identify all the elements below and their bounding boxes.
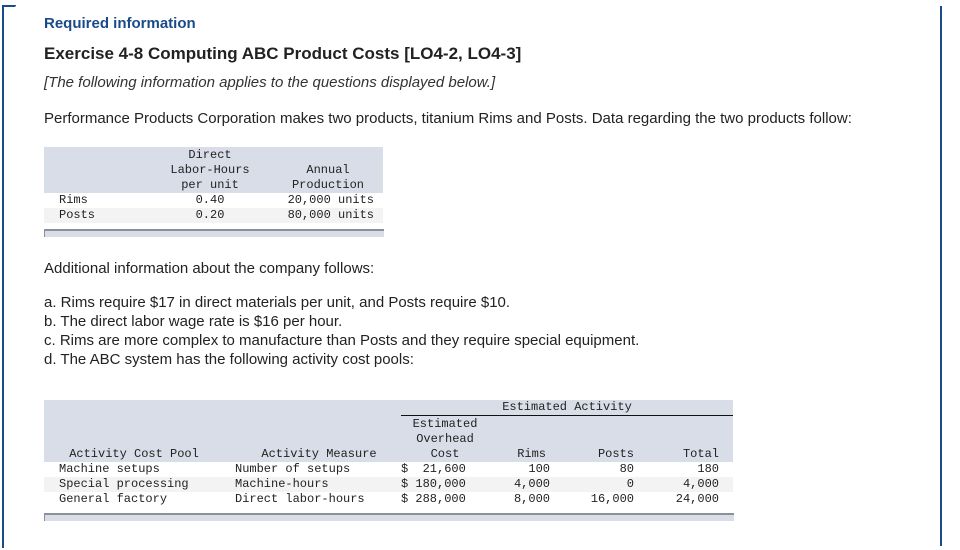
- span-header-underline: [401, 415, 733, 416]
- header-cost-line2: Overhead: [416, 432, 474, 446]
- list-item: d. The ABC system has the following acti…: [44, 351, 414, 368]
- annual-production: 80,000 units: [287, 208, 374, 222]
- dlh-per-unit: 0.20: [195, 208, 225, 222]
- list-item: c. Rims are more complex to manufacture …: [44, 332, 640, 349]
- overhead-cost: $ 180,000: [401, 477, 466, 491]
- list-item: b. The direct labor wage rate is $16 per…: [44, 313, 343, 330]
- overhead-cost: $ 288,000: [401, 492, 466, 506]
- header-dlh-line3: per unit: [181, 178, 239, 192]
- additional-info-heading: Additional information about the company…: [44, 260, 375, 277]
- header-estimated-activity: Estimated Activity: [502, 400, 632, 414]
- header-cost-line3: Cost: [430, 447, 460, 461]
- additional-info-list: a. Rims require $17 in direct materials …: [44, 293, 639, 369]
- table-footer-bar: [44, 513, 734, 521]
- table-row: Machine setups Number of setups $ 21,600…: [44, 462, 733, 477]
- required-information-label: Required information: [44, 15, 196, 32]
- header-posts: Posts: [597, 447, 634, 461]
- header-production-line2: Production: [291, 178, 364, 192]
- activity-rims: 4,000: [513, 477, 550, 491]
- table-header: Estimated Activity Estimated Overhead Co…: [44, 400, 733, 462]
- activity-measure: Machine-hours: [235, 477, 329, 491]
- panel-right-border: [940, 6, 942, 546]
- header-rims: Rims: [517, 447, 546, 461]
- activity-posts: 16,000: [590, 492, 634, 506]
- activity-total: 24,000: [675, 492, 719, 506]
- overhead-cost: $ 21,600: [401, 462, 466, 476]
- header-cost-line1: Estimated: [412, 417, 478, 431]
- table-header: Direct Labor-Hours per unit Annual Produ…: [44, 147, 383, 193]
- activity-rims: 100: [528, 462, 550, 476]
- activity-total: 4,000: [682, 477, 719, 491]
- activity-pool: General factory: [59, 492, 168, 506]
- panel-corner-accent: [2, 5, 16, 7]
- intro-paragraph: Performance Products Corporation makes t…: [44, 110, 852, 127]
- panel-left-border: [2, 5, 4, 548]
- applies-note: [The following information applies to th…: [44, 74, 496, 91]
- activity-measure: Number of setups: [235, 462, 351, 476]
- table-row: Special processing Machine-hours $ 180,0…: [44, 477, 733, 492]
- header-activity-cost-pool: Activity Cost Pool: [69, 447, 199, 461]
- product-name: Rims: [59, 193, 88, 207]
- table-row: General factory Direct labor-hours $ 288…: [44, 492, 733, 507]
- product-data-table: Direct Labor-Hours per unit Annual Produ…: [44, 147, 383, 223]
- table-row: Posts 0.20 80,000 units: [44, 208, 383, 223]
- activity-posts: 80: [619, 462, 634, 476]
- exercise-title: Exercise 4-8 Computing ABC Product Costs…: [44, 44, 522, 63]
- activity-pool: Machine setups: [59, 462, 160, 476]
- activity-rims: 8,000: [513, 492, 550, 506]
- table-row: Rims 0.40 20,000 units: [44, 193, 383, 208]
- activity-measure: Direct labor-hours: [235, 492, 365, 506]
- activity-cost-pool-table: Estimated Activity Estimated Overhead Co…: [44, 400, 733, 507]
- product-name: Posts: [59, 208, 96, 222]
- annual-production: 20,000 units: [287, 193, 374, 207]
- dlh-per-unit: 0.40: [195, 193, 225, 207]
- header-production-line1: Annual: [306, 163, 350, 177]
- activity-posts: 0: [626, 477, 634, 491]
- activity-total: 180: [697, 462, 719, 476]
- header-dlh-line2: Labor-Hours: [170, 163, 250, 177]
- header-total: Total: [682, 447, 719, 461]
- header-dlh-line1: Direct: [188, 148, 232, 162]
- header-activity-measure: Activity Measure: [261, 447, 377, 461]
- table-footer-bar: [44, 229, 384, 237]
- list-item: a. Rims require $17 in direct materials …: [44, 294, 511, 311]
- activity-pool: Special processing: [59, 477, 189, 491]
